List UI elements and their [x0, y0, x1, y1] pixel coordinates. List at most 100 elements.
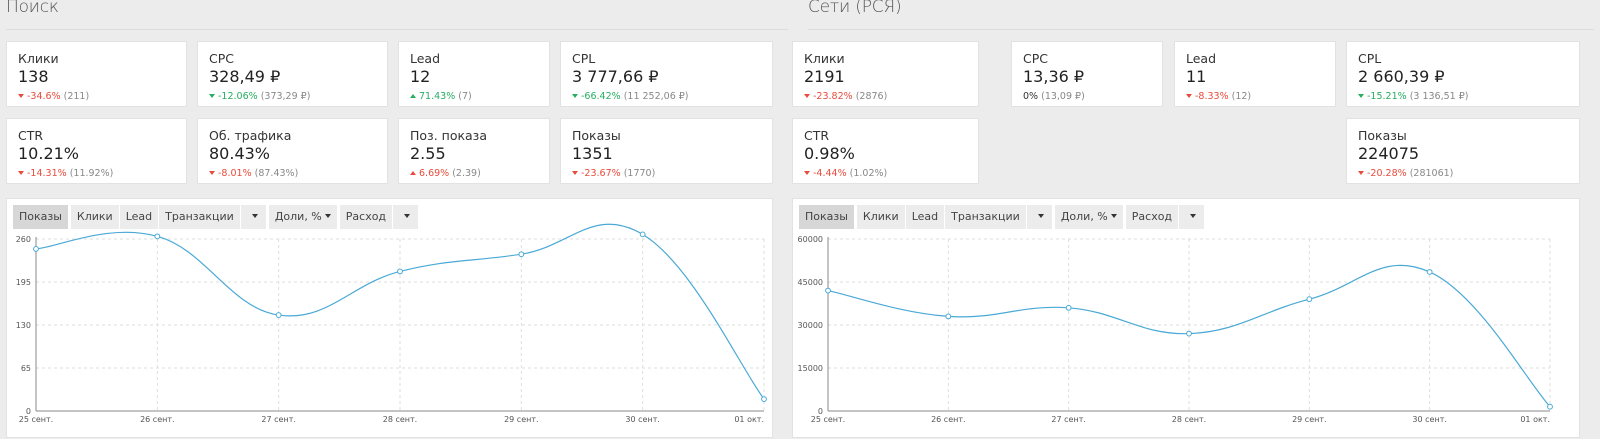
arrow-up-icon — [410, 94, 416, 98]
y-tick-label: 30000 — [798, 321, 823, 330]
metric-card-lead: Lead 11 -8.33% (12) — [1174, 41, 1336, 107]
delta-percent: -20.28% — [1367, 168, 1407, 179]
metric-value: 10.21% — [18, 144, 80, 163]
tab-clicks[interactable]: Клики — [856, 205, 906, 229]
delta-percent: -23.67% — [581, 168, 621, 179]
previous-value: (281061) — [1409, 168, 1454, 179]
shares-dropdown[interactable]: Доли, % — [268, 205, 338, 229]
tab-impressions[interactable]: Показы — [13, 205, 69, 229]
delta-percent: -12.06% — [218, 91, 258, 102]
metric-delta: -4.44% (1.02%) — [804, 168, 887, 179]
metric-label: Клики — [804, 51, 845, 66]
search-panel: Поиск Клики 138 -34.6% (211) CPC 328,49 … — [6, 0, 788, 438]
caret-down-icon — [404, 214, 411, 218]
data-point[interactable] — [825, 287, 831, 294]
caret-down-icon — [1190, 214, 1197, 218]
metric-card-ctr: CTR 10.21% -14.31% (11.92%) — [6, 118, 187, 184]
delta-percent: -66.42% — [581, 91, 621, 102]
data-point[interactable] — [1186, 330, 1192, 337]
data-point[interactable] — [275, 312, 282, 318]
data-point[interactable] — [1306, 296, 1313, 303]
x-tick-label: 01 окт. — [734, 415, 764, 424]
tab-transactions[interactable]: Транзакции — [945, 205, 1027, 229]
shares-dropdown[interactable]: Доли, % — [1054, 205, 1124, 229]
data-point[interactable] — [397, 268, 403, 275]
metric-value: 0.98% — [804, 144, 855, 163]
metric-delta: -66.42% (11 252,06 ₽) — [572, 91, 689, 102]
tab-transactions[interactable]: Транзакции — [159, 205, 241, 229]
metric-value: 328,49 ₽ — [209, 67, 281, 86]
shares-label: Доли, % — [274, 210, 322, 223]
x-tick-label: 26 сент. — [931, 415, 965, 424]
metric-label: CPC — [209, 51, 234, 66]
tab-impressions[interactable]: Показы — [799, 205, 855, 229]
previous-value: (373,29 ₽) — [260, 91, 311, 102]
x-tick-label: 27 сент. — [1051, 415, 1085, 424]
data-point[interactable] — [1065, 304, 1072, 311]
caret-down-icon — [324, 214, 331, 218]
delta-percent: 6.69% — [419, 168, 450, 179]
metric-delta: -8.33% (12) — [1186, 91, 1251, 102]
divider — [808, 29, 1594, 30]
networks-panel: Сети (РСЯ) Клики 2191 -23.82% (2876) CPC… — [792, 0, 1594, 438]
delta-percent: -23.82% — [813, 91, 853, 102]
y-tick-label: 195 — [16, 278, 31, 287]
metric-delta: -20.28% (281061) — [1358, 168, 1453, 179]
tab-spend[interactable]: Расход — [1125, 205, 1180, 229]
metric-delta: 0% (13,09 ₽) — [1023, 91, 1085, 102]
metric-delta: -23.67% (1770) — [572, 168, 655, 179]
metric-label: CTR — [18, 128, 44, 143]
metric-value: 2 660,39 ₽ — [1358, 67, 1445, 86]
metric-delta: -14.31% (11.92%) — [18, 168, 113, 179]
tab-lead[interactable]: Lead — [119, 205, 160, 229]
tab-lead[interactable]: Lead — [905, 205, 946, 229]
previous-value: (1770) — [623, 168, 656, 179]
metric-label: CTR — [804, 128, 830, 143]
metric-delta: -15.21% (3 136,51 ₽) — [1358, 91, 1468, 102]
previous-value: (2.39) — [452, 168, 481, 179]
metric-value: 2.55 — [410, 144, 446, 163]
data-point[interactable] — [154, 233, 161, 240]
tab-clicks[interactable]: Клики — [70, 205, 120, 229]
arrow-down-icon — [804, 171, 810, 175]
spend-dropdown-button[interactable] — [1179, 205, 1206, 229]
caret-down-icon — [251, 214, 258, 218]
transactions-dropdown-button[interactable] — [1026, 205, 1053, 229]
delta-percent: 71.43% — [419, 91, 456, 102]
x-tick-label: 26 сент. — [140, 415, 174, 424]
x-tick-label: 25 сент. — [811, 415, 845, 424]
arrow-down-icon — [18, 171, 24, 175]
delta-percent: -4.44% — [813, 168, 847, 179]
previous-value: (11 252,06 ₽) — [623, 91, 689, 102]
tab-spend[interactable]: Расход — [339, 205, 394, 229]
data-point[interactable] — [1547, 403, 1553, 410]
data-point[interactable] — [639, 231, 646, 238]
caret-down-icon — [1037, 214, 1044, 218]
previous-value: (211) — [63, 91, 90, 102]
metric-card-clicks: Клики 138 -34.6% (211) — [6, 41, 187, 107]
shares-label: Доли, % — [1060, 210, 1108, 223]
arrow-down-icon — [1358, 94, 1364, 98]
data-point[interactable] — [761, 396, 767, 402]
arrow-down-icon — [209, 171, 215, 175]
data-point[interactable] — [518, 251, 525, 258]
metric-value: 3 777,66 ₽ — [572, 67, 659, 86]
metric-card-avg-position: Поз. показа 2.55 6.69% (2.39) — [398, 118, 550, 184]
arrow-down-icon — [209, 94, 215, 98]
metric-card-cpl: CPL 2 660,39 ₽ -15.21% (3 136,51 ₽) — [1346, 41, 1580, 107]
x-tick-label: 29 сент. — [504, 415, 538, 424]
metric-value: 1351 — [572, 144, 613, 163]
previous-value: (11.92%) — [69, 168, 114, 179]
data-point[interactable] — [1426, 269, 1433, 275]
metric-value: 224075 — [1358, 144, 1420, 163]
spend-dropdown-button[interactable] — [393, 205, 420, 229]
transactions-dropdown-button[interactable] — [240, 205, 267, 229]
previous-value: (1.02%) — [849, 168, 888, 179]
data-point[interactable] — [945, 313, 952, 320]
metric-card-cpc: CPC 13,36 ₽ 0% (13,09 ₽) — [1011, 41, 1163, 107]
metric-value: 11 — [1186, 67, 1207, 86]
metric-delta: 6.69% (2.39) — [410, 168, 481, 179]
previous-value: (7) — [458, 91, 472, 102]
data-point[interactable] — [33, 246, 39, 252]
metric-delta: -34.6% (211) — [18, 91, 89, 102]
